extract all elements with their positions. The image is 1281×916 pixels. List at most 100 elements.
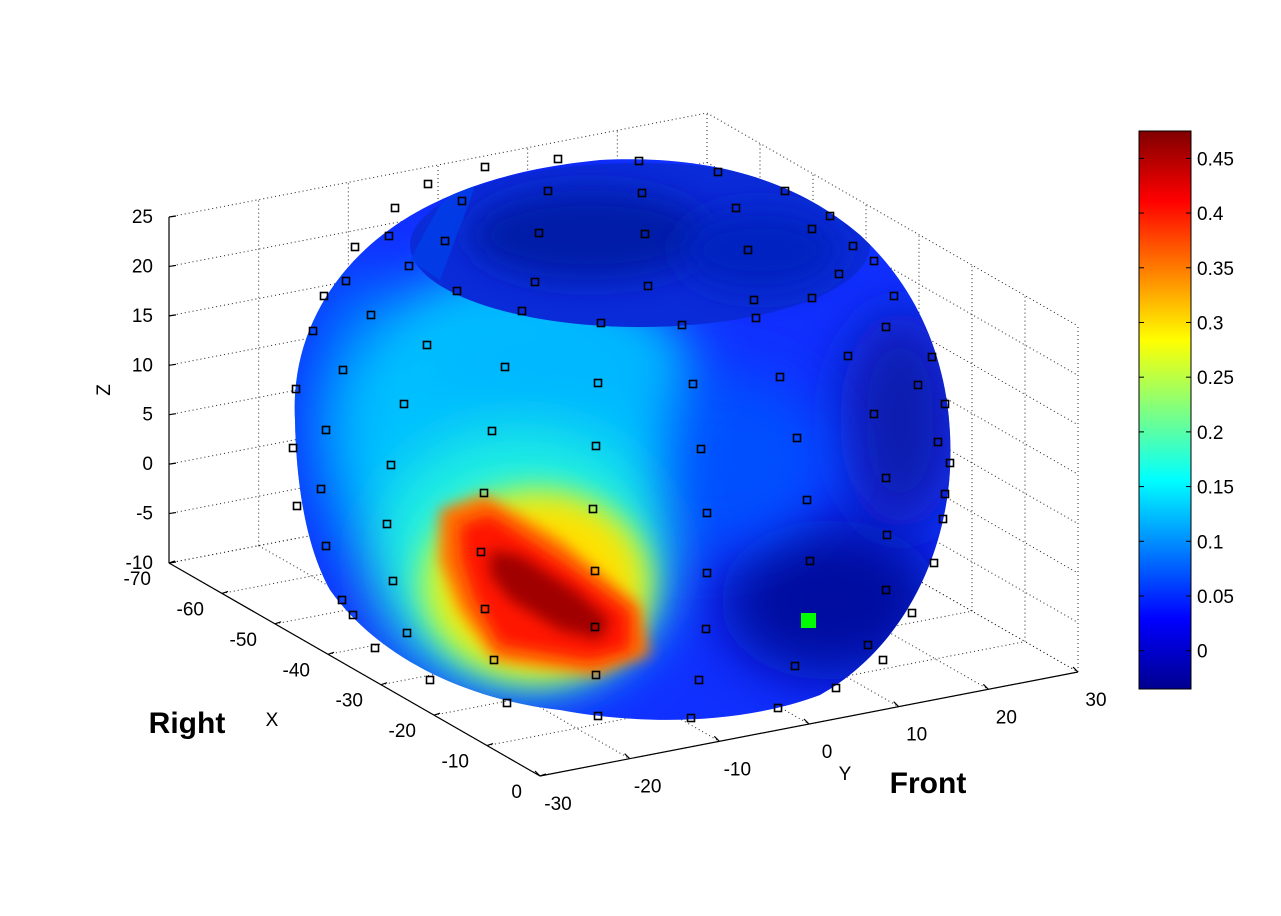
x-tick-label: 0: [511, 782, 522, 803]
electrode-marker: [878, 655, 888, 665]
electrode-marker: [696, 444, 706, 454]
y-tick-mark: [1072, 666, 1079, 673]
z-tick-label: 25: [132, 207, 153, 228]
colorbar-tick-label: 0.15: [1197, 478, 1234, 499]
electrode-marker: [487, 426, 497, 436]
gridline: [706, 409, 1079, 624]
electrode-marker: [927, 352, 937, 362]
gridline: [706, 112, 1079, 327]
electrode-marker: [590, 566, 600, 576]
electrode-marker: [348, 610, 358, 620]
annotation-front: Front: [890, 767, 967, 800]
z-tick-label: 10: [132, 355, 153, 376]
electrode-marker: [476, 547, 486, 557]
electrode-marker: [701, 624, 711, 634]
x-tick-label: -70: [124, 569, 151, 590]
electrode-marker: [743, 245, 753, 255]
electrode-marker: [749, 295, 759, 305]
y-tick-label: 10: [906, 725, 927, 746]
gridline: [706, 260, 1079, 475]
electrode-marker: [337, 595, 347, 605]
y-tick-mark: [534, 770, 541, 777]
electrode-marker: [731, 203, 741, 213]
electrode-marker: [881, 585, 891, 595]
x-tick-mark: [327, 651, 335, 655]
x-axis-line: [168, 562, 541, 777]
y-tick-label: 30: [1085, 690, 1106, 711]
electrode-marker: [422, 340, 432, 350]
z-tick-mark: [168, 215, 177, 218]
electrode-marker: [440, 236, 450, 246]
electrode-marker: [553, 154, 563, 164]
electrode-marker: [390, 203, 400, 213]
gridline: [258, 545, 630, 760]
colorbar-tick-label: 0: [1197, 642, 1208, 663]
z-tick-label: 20: [132, 256, 153, 277]
colorbar-tick-label: 0.25: [1197, 368, 1234, 389]
gridline: [168, 112, 708, 218]
y-tick-mark: [893, 701, 900, 708]
axis-ticks: -10-50510152025-70-60-50-40-30-20-100-30…: [124, 207, 1107, 815]
electrode-marker: [790, 661, 800, 671]
electrode-marker: [480, 604, 490, 614]
electrode-marker: [593, 378, 603, 388]
z-axis-label: Z: [94, 384, 115, 396]
electrode-marker: [643, 281, 653, 291]
electrode-marker: [341, 276, 351, 286]
electrode-marker: [534, 228, 544, 238]
z-tick-label: -5: [136, 504, 153, 525]
electrode-marker: [338, 365, 348, 375]
y-tick-label: 20: [996, 707, 1017, 728]
electrode-marker: [321, 541, 331, 551]
electrode-marker: [831, 683, 841, 693]
electrode-marker: [640, 229, 650, 239]
electrode-marker: [834, 269, 844, 279]
electrode-marker: [588, 504, 598, 514]
z-tick-mark: [168, 264, 177, 268]
electrode-marker: [402, 628, 412, 638]
colorbar-tick-label: 0.45: [1197, 149, 1234, 170]
z-tick-mark: [168, 314, 177, 317]
gridline: [486, 641, 1026, 747]
x-tick-label: -40: [283, 660, 310, 681]
electrode-marker: [366, 310, 376, 320]
electrode-marker: [929, 558, 939, 568]
electrode-marker: [479, 488, 489, 498]
electrode-marker: [825, 211, 835, 221]
y-tick-label: -30: [544, 794, 571, 815]
electrode-marker: [843, 351, 853, 361]
electrode-markers: [288, 154, 955, 723]
z-tick-mark: [168, 413, 177, 416]
electrode-marker: [489, 655, 499, 665]
colorbar: 0 0.05 0.1 0.15 0.2 0.25 0.3 0.35 0.4 0.45: [1138, 130, 1234, 690]
electrode-marker: [502, 698, 512, 708]
gridline: [617, 475, 989, 690]
electrode-marker: [686, 713, 696, 723]
electrode-marker: [308, 326, 318, 336]
z-tick-label: 5: [142, 405, 153, 426]
electrode-marker: [869, 256, 879, 266]
electrode-marker: [593, 711, 603, 721]
electrode-marker: [543, 186, 553, 196]
gridline: [706, 161, 1079, 376]
x-tick-mark: [274, 621, 282, 625]
electrode-marker: [940, 489, 950, 499]
electrode-marker: [292, 501, 302, 511]
electrode-marker: [807, 293, 817, 303]
electrode-marker: [596, 318, 606, 328]
electrode-marker: [792, 433, 802, 443]
electrode-marker: [316, 484, 326, 494]
colorbar-ticks: 0 0.05 0.1 0.15 0.2 0.25 0.3 0.35 0.4 0.45: [1139, 149, 1234, 663]
x-tick-mark: [486, 743, 494, 747]
colorbar-tick-label: 0.35: [1197, 259, 1234, 280]
gridline: [706, 310, 1079, 525]
electrode-marker: [590, 622, 600, 632]
electrode-marker: [940, 399, 950, 409]
gridline: [706, 211, 1079, 426]
x-tick-label: -30: [336, 691, 363, 712]
electrode-marker: [452, 286, 462, 296]
electrode-marker: [350, 242, 360, 252]
y-tick-mark: [803, 718, 810, 725]
head-surface: [294, 159, 951, 720]
